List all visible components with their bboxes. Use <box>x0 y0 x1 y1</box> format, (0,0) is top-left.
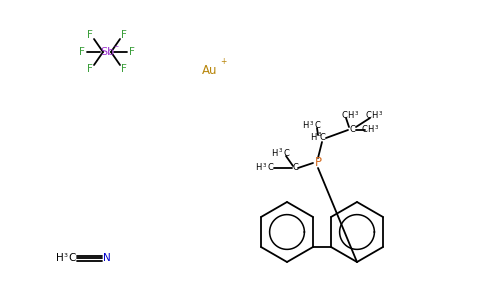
Text: C: C <box>267 164 273 172</box>
Text: H: H <box>56 253 64 263</box>
Text: H: H <box>271 148 277 158</box>
Text: C: C <box>341 112 347 121</box>
Text: C: C <box>361 125 367 134</box>
Text: C: C <box>292 164 298 172</box>
Text: 3: 3 <box>278 148 282 153</box>
Text: F: F <box>121 30 127 40</box>
Text: C: C <box>283 148 289 158</box>
Text: 3: 3 <box>262 163 266 168</box>
Text: F: F <box>129 47 135 57</box>
Text: H: H <box>367 125 373 134</box>
Text: 3: 3 <box>378 111 382 116</box>
Text: 3: 3 <box>317 132 321 137</box>
Text: −: − <box>113 44 119 49</box>
Text: C: C <box>314 122 320 130</box>
Text: F: F <box>79 47 85 57</box>
Text: H: H <box>347 112 353 121</box>
Text: N: N <box>103 253 111 263</box>
Text: F: F <box>87 64 93 74</box>
Text: F: F <box>121 64 127 74</box>
Text: C: C <box>319 134 325 142</box>
Text: Sb: Sb <box>100 47 114 57</box>
Text: H: H <box>255 164 261 172</box>
Text: H: H <box>310 133 316 142</box>
Text: Au: Au <box>202 64 218 76</box>
Text: C: C <box>68 253 76 263</box>
Text: 3: 3 <box>354 111 358 116</box>
Text: H: H <box>302 122 308 130</box>
Text: 3: 3 <box>309 121 313 126</box>
Text: 3: 3 <box>374 125 378 130</box>
Text: C: C <box>349 125 355 134</box>
Text: +: + <box>220 58 226 67</box>
Text: P: P <box>315 157 321 169</box>
Text: C: C <box>365 112 371 121</box>
Text: H: H <box>371 112 377 121</box>
Text: F: F <box>87 30 93 40</box>
Text: 3: 3 <box>64 253 68 258</box>
